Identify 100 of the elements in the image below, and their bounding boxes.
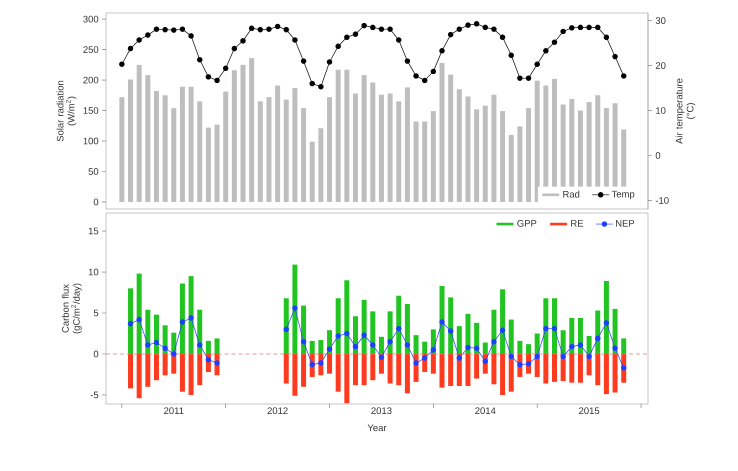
point — [396, 326, 402, 332]
y-tick-label: 10 — [88, 268, 98, 276]
point — [456, 355, 462, 361]
bar — [370, 354, 376, 380]
bar — [362, 354, 367, 386]
bar — [404, 87, 410, 202]
point — [578, 24, 584, 30]
point — [474, 21, 480, 27]
legend-label: GPP — [517, 220, 536, 227]
bar — [223, 92, 228, 202]
bar — [145, 75, 150, 202]
point — [456, 26, 462, 32]
bar — [414, 122, 419, 202]
point — [586, 354, 592, 360]
point — [352, 344, 358, 350]
bar — [301, 108, 306, 202]
point — [404, 58, 410, 64]
bar — [336, 298, 341, 354]
point — [154, 26, 160, 32]
bar — [284, 354, 289, 384]
bar — [534, 334, 540, 354]
point — [387, 338, 393, 344]
bar — [378, 336, 384, 354]
bar — [500, 289, 506, 354]
point — [560, 354, 566, 360]
point — [197, 342, 202, 348]
point — [595, 336, 600, 342]
bar — [292, 354, 298, 396]
bar — [162, 354, 168, 376]
legend-label: Temp — [612, 190, 634, 200]
bar — [327, 354, 332, 374]
bar — [517, 126, 522, 202]
point — [491, 26, 497, 32]
legend-label: NEP — [616, 220, 634, 227]
y-tick-label: 250 — [83, 46, 98, 53]
point — [370, 342, 376, 348]
point — [136, 37, 142, 43]
point — [284, 326, 290, 332]
bar — [456, 89, 462, 202]
bar — [275, 86, 280, 202]
point — [612, 346, 618, 351]
point — [604, 320, 610, 326]
point — [413, 360, 419, 366]
point — [465, 22, 471, 28]
bar — [396, 296, 402, 354]
point — [482, 24, 488, 30]
bar — [318, 340, 324, 354]
bar — [465, 354, 470, 386]
point — [361, 332, 367, 338]
bar — [370, 82, 376, 202]
point — [188, 33, 194, 39]
bar — [136, 274, 142, 354]
point — [162, 26, 168, 32]
bar — [292, 264, 298, 354]
point — [248, 26, 254, 32]
point — [526, 361, 532, 367]
point — [119, 62, 125, 67]
bar — [396, 101, 402, 202]
bar — [491, 94, 496, 202]
bar — [448, 297, 454, 354]
point — [352, 31, 358, 37]
y2-tick-label: 10 — [656, 107, 666, 114]
y2-tick-label: 0 — [656, 152, 660, 159]
point — [240, 38, 246, 44]
bar — [508, 320, 514, 354]
point — [136, 316, 142, 322]
bar — [526, 344, 532, 354]
point — [309, 362, 315, 368]
point — [422, 78, 428, 84]
point — [292, 305, 298, 311]
point — [197, 57, 202, 62]
point — [128, 320, 134, 326]
bar — [128, 354, 134, 388]
bar — [612, 354, 618, 393]
bar — [414, 335, 419, 354]
bar — [500, 354, 506, 395]
bar — [378, 94, 384, 202]
bar — [474, 354, 480, 379]
point — [300, 58, 306, 64]
y-tick-label: 15 — [88, 228, 98, 234]
point — [335, 333, 341, 339]
point — [284, 26, 290, 32]
x-tick-label: 2011 — [164, 407, 184, 414]
point — [474, 346, 480, 351]
y-tick-label: 100 — [84, 138, 98, 144]
bar — [430, 111, 436, 202]
bar — [162, 95, 168, 202]
bar — [352, 354, 358, 386]
point — [335, 44, 341, 50]
point — [232, 46, 238, 52]
bar — [422, 122, 428, 202]
point — [552, 39, 558, 45]
bar — [440, 286, 445, 354]
point — [171, 27, 177, 33]
point — [620, 73, 626, 79]
bar — [310, 142, 315, 202]
bar — [180, 283, 185, 354]
bar — [491, 354, 496, 384]
point — [309, 80, 315, 86]
bar — [517, 340, 522, 354]
